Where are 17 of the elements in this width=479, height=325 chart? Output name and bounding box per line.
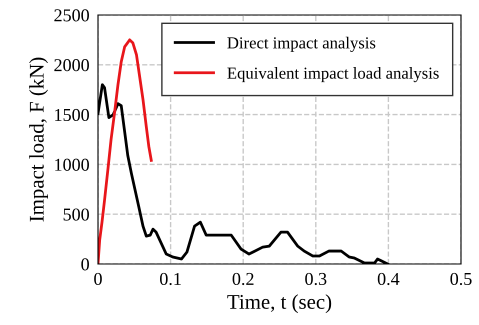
x-tick-label: 0.2: [232, 272, 254, 286]
x-tick-label: 0.3: [305, 272, 326, 286]
y-tick-label: 500: [64, 208, 89, 221]
x-axis-title: Time, t (sec): [227, 294, 332, 314]
x-tick-label: 0.5: [450, 272, 472, 286]
legend-label: Direct impact analysis: [227, 36, 376, 52]
y-tick-label: 2000: [54, 59, 89, 72]
x-tick-label: 0: [94, 272, 102, 286]
x-tick-label: 0.4: [378, 272, 400, 286]
y-tick-label: 2500: [54, 9, 89, 22]
y-tick-label: 0: [81, 258, 89, 270]
y-tick-label: 1000: [55, 158, 89, 171]
y-tick-label: 1500: [55, 108, 89, 122]
x-tick-label: 0.1: [160, 272, 181, 286]
line-series: [98, 38, 153, 264]
legend-label: Equivalent impact load analysis: [227, 67, 439, 82]
y-axis-title: Impact load, F (kN): [29, 58, 48, 222]
